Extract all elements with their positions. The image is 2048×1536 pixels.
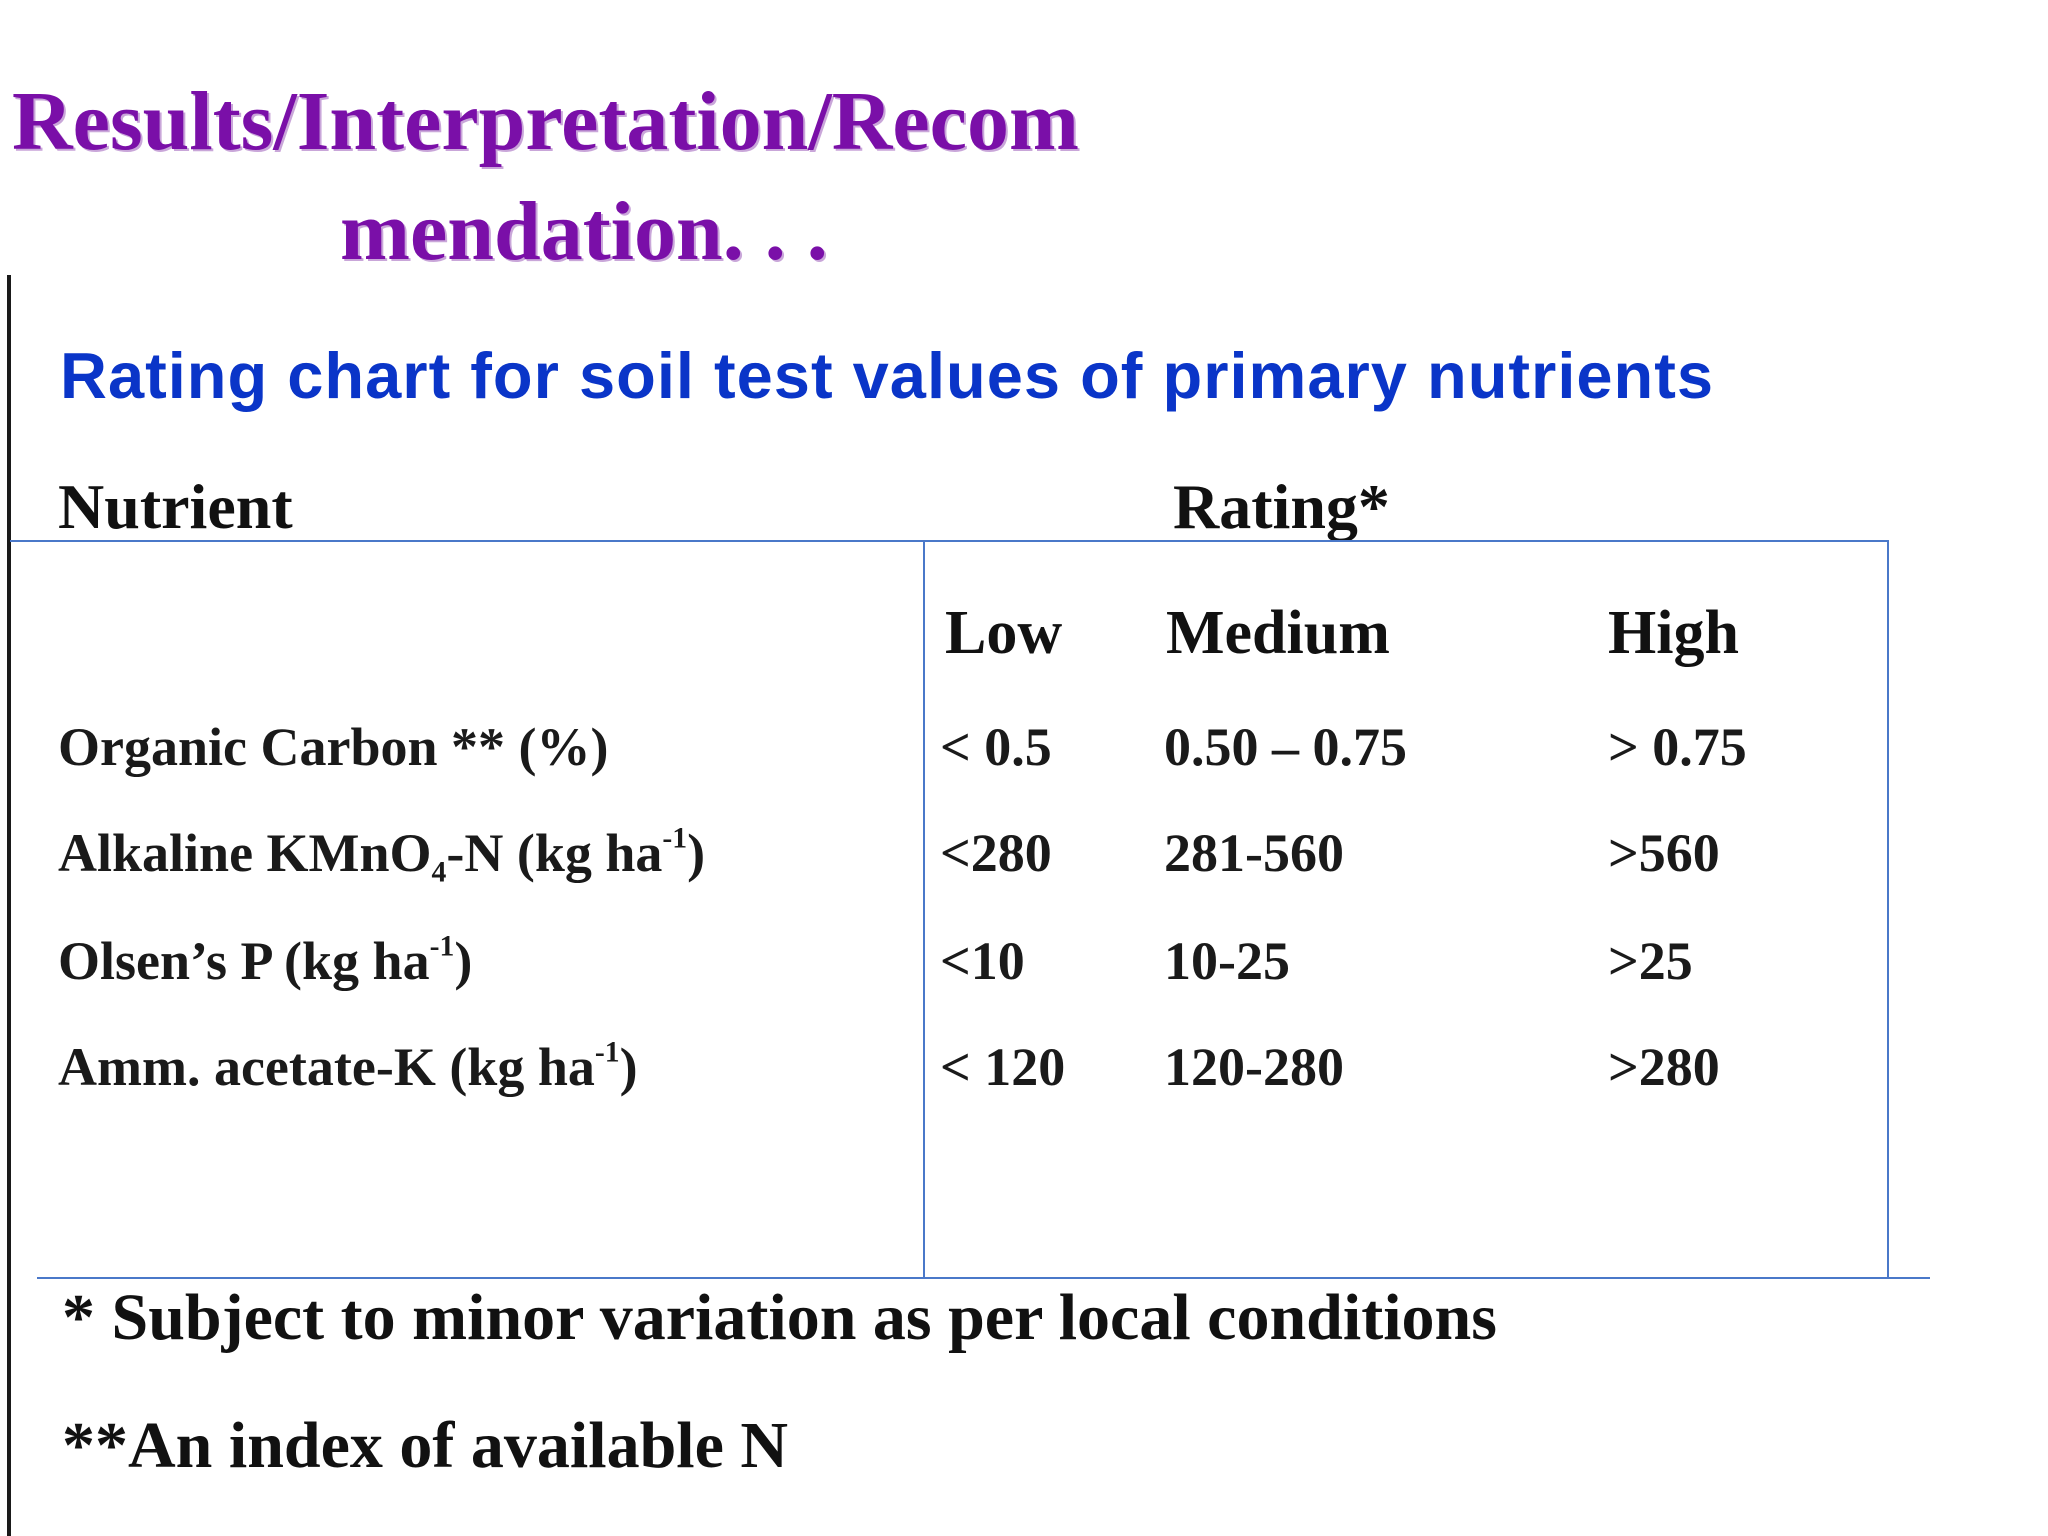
column-header-low: Low [945,599,1063,667]
row-label-organic-carbon: Organic Carbon ** (%) [58,717,609,777]
slide-title-line2: mendation. . . [340,185,828,278]
cell-medium: 0.50 – 0.75 [1164,717,1407,777]
cell-low: <10 [940,931,1025,991]
cell-medium: 281-560 [1164,823,1344,883]
table-bottom-rule [37,1277,1930,1279]
row-label-alkaline-kmno4-n: Alkaline KMnO4-N (kg ha-1) [58,822,706,889]
table-column-divider [923,540,925,1279]
table-right-border [1887,540,1889,1279]
footnote-available-n: **An index of available N [62,1409,789,1482]
slide-title-line1: Results/Interpretation/Recom [12,75,1079,168]
cell-high: >560 [1608,823,1720,883]
row-label-olsens-p: Olsen’s P (kg ha-1) [58,930,473,991]
table-top-rule [10,540,1888,542]
cell-low: < 120 [940,1037,1066,1097]
nutrient-header: Nutrient [58,471,293,542]
cell-low: < 0.5 [940,717,1052,777]
column-header-high: High [1608,599,1739,667]
table-caption: Rating chart for soil test values of pri… [60,339,1715,412]
row-label-amm-acetate-k: Amm. acetate-K (kg ha-1) [58,1036,638,1097]
rating-header: Rating* [1173,471,1390,542]
left-vertical-rule [7,275,11,1536]
column-header-medium: Medium [1166,599,1390,667]
cell-high: >280 [1608,1037,1720,1097]
cell-high: > 0.75 [1608,717,1747,777]
cell-low: <280 [940,823,1052,883]
cell-high: >25 [1608,931,1693,991]
cell-medium: 120-280 [1164,1037,1344,1097]
cell-medium: 10-25 [1164,931,1290,991]
footnote-variation: * Subject to minor variation as per loca… [62,1281,1497,1354]
